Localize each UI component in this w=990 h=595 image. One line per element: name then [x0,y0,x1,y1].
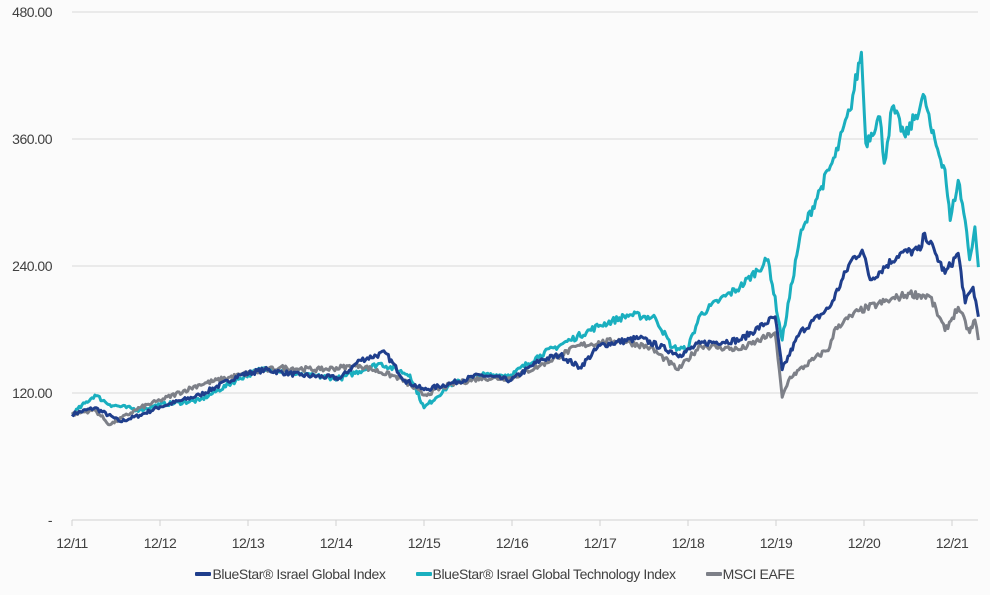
series-line-1 [71,50,980,416]
y-tick-label: 360.00 [12,131,53,147]
y-axis-ticks: - 120.00 240.00 360.00 480.00 [12,4,53,528]
x-axis: 12/11 12/12 12/13 12/14 12/15 12/16 12/17 12/18… [56,519,978,551]
x-tick-label: 12/14 [320,535,353,551]
x-tick-label: 12/20 [848,535,881,551]
legend-item-bluestar-technology: BlueStar® Israel Global Technology Index [415,566,677,582]
x-tick-label: 12/15 [408,535,441,551]
legend-swatch [195,572,212,576]
legend-label: BlueStar® Israel Global Index [212,566,386,582]
x-tick-label: 12/21 [936,535,969,551]
x-tick-label: 12/11 [56,535,88,551]
y-tick-label: 480.00 [12,4,53,20]
series-lines [70,50,980,427]
series-line-0 [70,231,980,424]
x-tick-label: 12/13 [232,535,265,551]
x-tick-label: 12/17 [584,535,617,551]
legend-swatch [705,572,722,576]
x-tick-label: 12/12 [144,535,177,551]
legend-label: BlueStar® Israel Global Technology Index [432,566,677,582]
legend-label: MSCI EAFE [722,566,795,582]
y-tick-label: 120.00 [12,385,53,401]
series-line-2 [71,289,980,427]
x-tick-label: 12/19 [760,535,793,551]
legend-swatch [415,572,432,576]
y-tick-label: 240.00 [12,258,53,274]
x-tick-label: 12/16 [496,535,529,551]
y-tick-label: - [48,512,53,528]
gridlines [72,11,978,394]
legend: BlueStar® Israel Global Index BlueStar® … [0,566,990,582]
legend-item-msci-eafe: MSCI EAFE [705,566,795,582]
x-tick-label: 12/18 [672,535,705,551]
legend-item-bluestar-global: BlueStar® Israel Global Index [195,566,386,582]
